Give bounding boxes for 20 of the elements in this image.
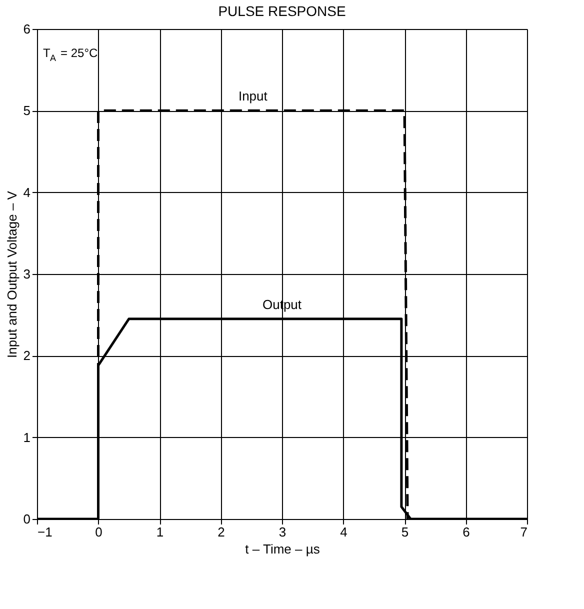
x-tick-label: 6	[462, 524, 470, 540]
x-tick-label: −1	[38, 524, 52, 540]
y-axis-title: Input and Output Voltage – V	[4, 190, 20, 358]
series-label: Input	[238, 88, 268, 104]
y-tick-label: 3	[23, 266, 30, 282]
x-axis-title: t – Time – µs	[245, 542, 320, 556]
y-tick-label: 1	[23, 430, 30, 445]
x-tick-label: 3	[278, 524, 286, 540]
y-tick-label: 2	[23, 348, 30, 364]
x-tick-label: 4	[340, 524, 348, 540]
x-tick-label: 1	[156, 524, 164, 540]
x-tick-label: 5	[401, 524, 409, 540]
chart-title: PULSE RESPONSE	[218, 3, 346, 19]
x-tick-label: 7	[520, 524, 528, 540]
y-tick-label: 4	[23, 184, 30, 200]
y-tick-label: 5	[23, 103, 30, 118]
y-tick-label: 6	[23, 22, 30, 36]
x-tick-label: 0	[95, 524, 102, 540]
x-tick-label: 2	[218, 524, 225, 540]
y-tick-label: 0	[23, 512, 30, 526]
